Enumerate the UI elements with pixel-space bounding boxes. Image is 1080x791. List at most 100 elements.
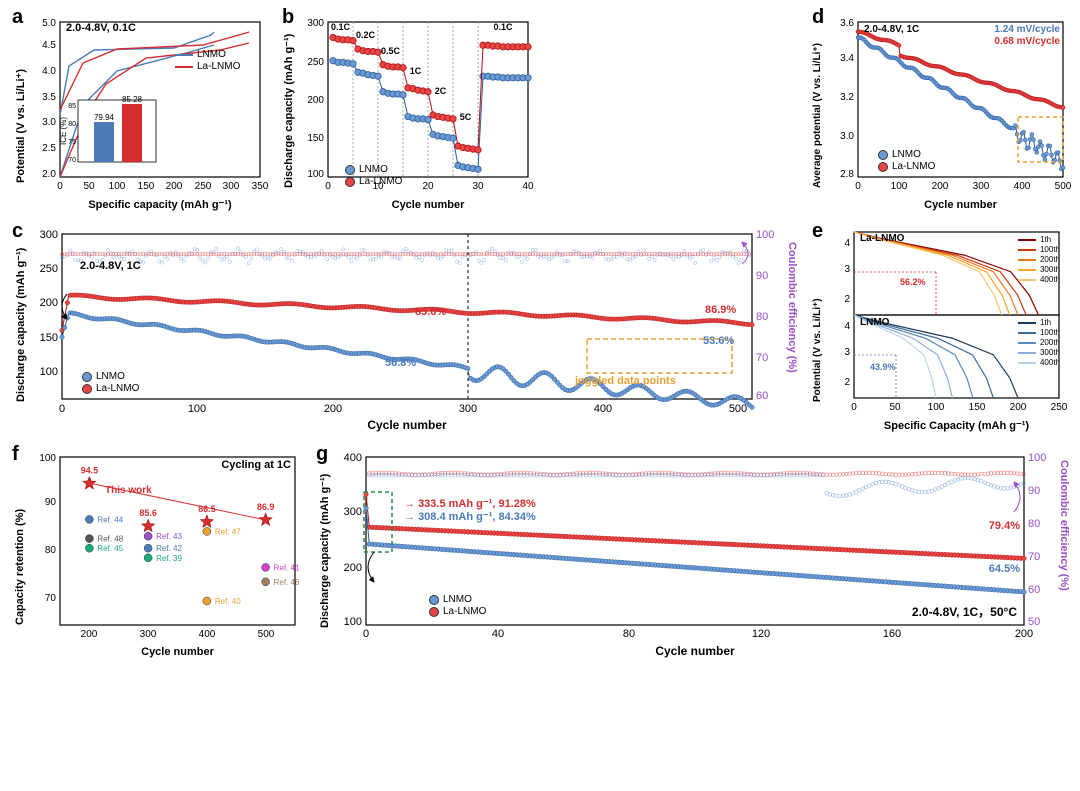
ret-la-300: 85.6% [415,306,446,318]
chart-g-svg: 100200300400 1009080 706050 04080 120160… [314,445,1072,660]
panel-g: g 100200300400 1009080 706050 04080 1201… [314,445,1072,660]
svg-text:2C: 2C [435,86,447,96]
chart-c-svg: 300250200 150100 1009080 7060 0100200 30… [10,222,800,434]
svg-text:3.6: 3.6 [840,18,854,29]
ret-la-500: 86.9% [705,304,736,316]
ylabel-a: Potential (V vs. Li/Li⁺) [14,43,27,183]
svg-text:100: 100 [40,366,58,378]
ann-bot-e: 43.9% [870,362,896,372]
svg-text:60: 60 [1028,584,1040,596]
svg-text:100: 100 [928,402,945,413]
panel-b: b 100150200 250300 01020 3040 0.1C0.2C0.… [280,8,538,213]
title-d: 2.0-4.8V, 1C [864,24,919,35]
xlabel-d: Cycle number [858,199,1063,211]
svg-text:3: 3 [844,264,850,275]
svg-text:80: 80 [45,545,57,556]
svg-text:50: 50 [83,181,95,192]
svg-text:3.4: 3.4 [840,53,854,64]
svg-text:94.5: 94.5 [81,465,99,475]
svg-text:100: 100 [39,453,56,464]
svg-text:Ref. 41: Ref. 41 [274,563,300,572]
legend-a: LNMO La-LNMO [175,48,240,73]
svg-text:400: 400 [594,403,612,415]
svg-text:100: 100 [188,403,206,415]
ylabel-d: Average potential (V vs. Li/Li⁺) [812,23,823,188]
svg-text:0: 0 [851,402,857,413]
svg-text:20: 20 [422,181,434,192]
svg-text:Ref. 42: Ref. 42 [156,544,182,553]
svg-text:250: 250 [195,181,212,192]
svg-text:70: 70 [1028,551,1040,563]
svg-text:Ref. 43: Ref. 43 [156,532,182,541]
svg-text:300: 300 [223,181,240,192]
panel-a: a 2.02.53.0 3.54.04.55.0 050100150 20025… [10,8,268,213]
svg-text:350: 350 [252,181,268,192]
legend-g: LNMO La-LNMO [429,593,486,618]
this-work-f: This work [105,485,152,496]
ann-d-lnmo: 1.24 mV/cycle [994,24,1060,35]
svg-text:70: 70 [756,352,768,364]
panel-e: e 234 234 050100 150200250 La-LNMO LNMO … [810,222,1072,434]
svg-text:300: 300 [973,181,990,192]
chart-b-svg: 100150200 250300 01020 3040 0.1C0.2C0.5C… [280,8,538,213]
svg-text:0.1C: 0.1C [331,22,351,32]
svg-text:ICE (%): ICE (%) [59,117,68,145]
svg-text:0.5C: 0.5C [381,46,401,56]
svg-text:Ref. 44: Ref. 44 [97,515,123,524]
svg-text:90: 90 [1028,485,1040,497]
svg-text:70: 70 [68,157,76,164]
title-a: 2.0-4.8V, 0.1C [66,22,136,34]
svg-text:86.9: 86.9 [257,502,275,512]
svg-text:500: 500 [729,403,747,415]
svg-text:3.5: 3.5 [42,92,56,103]
svg-text:3.0: 3.0 [42,117,56,128]
svg-text:Ref. 46: Ref. 46 [274,578,300,587]
svg-text:300: 300 [344,506,362,518]
svg-text:30: 30 [472,181,484,192]
svg-text:150: 150 [307,133,324,144]
svg-text:200: 200 [344,562,362,574]
xlabel-a: Specific capacity (mAh g⁻¹) [60,198,260,211]
svg-text:5C: 5C [460,112,472,122]
svg-text:75: 75 [68,139,76,146]
xlabel-e: Specific Capacity (mAh g⁻¹) [854,419,1059,432]
svg-text:250: 250 [40,263,58,275]
svg-text:100: 100 [756,229,774,241]
ret-ln-g: 64.5% [989,563,1020,575]
svg-text:5.0: 5.0 [42,18,56,29]
ret-la-g: 79.4% [989,520,1020,532]
svg-text:Ref. 39: Ref. 39 [156,554,182,563]
svg-text:50: 50 [1028,616,1040,628]
svg-text:80: 80 [623,628,635,640]
legend-d: LNMO La-LNMO [878,148,935,173]
svg-text:200: 200 [40,297,58,309]
svg-text:300: 300 [140,629,157,640]
svg-text:250: 250 [307,57,324,68]
svg-text:Ref. 45: Ref. 45 [97,544,123,553]
svg-text:200: 200 [932,181,949,192]
svg-text:85: 85 [68,103,76,110]
svg-text:90: 90 [45,497,57,508]
svg-text:0.2C: 0.2C [356,30,376,40]
svg-text:79.94: 79.94 [94,113,115,122]
ylabel-b: Discharge capacity (mAh g⁻¹) [282,33,295,188]
svg-text:200: 200 [324,403,342,415]
svg-text:90: 90 [756,270,768,282]
panel-c: c 300250200 150100 1009080 7060 0100200 … [10,222,800,434]
ann-init-la-g: → 333.5 mAh g⁻¹, 91.28% [404,497,536,510]
svg-text:200: 200 [1010,402,1027,413]
svg-text:2: 2 [844,294,850,305]
svg-text:150: 150 [138,181,155,192]
panel-f: f 708090100 200300400500 Ref. 44Ref. 48R… [10,445,305,660]
svg-text:120: 120 [752,628,770,640]
bot-title-e: LNMO [860,317,889,328]
svg-text:2: 2 [844,377,850,388]
svg-text:100: 100 [307,169,324,180]
svg-text:3.0: 3.0 [840,131,854,142]
svg-text:0: 0 [855,181,861,192]
svg-text:160: 160 [883,628,901,640]
svg-text:80: 80 [68,121,76,128]
svg-text:2.8: 2.8 [840,169,854,180]
legend-e-bot: 1th 100th 200th 300th 400th [1018,317,1060,368]
chart-a-svg: 2.02.53.0 3.54.04.55.0 050100150 2002503… [10,8,268,213]
